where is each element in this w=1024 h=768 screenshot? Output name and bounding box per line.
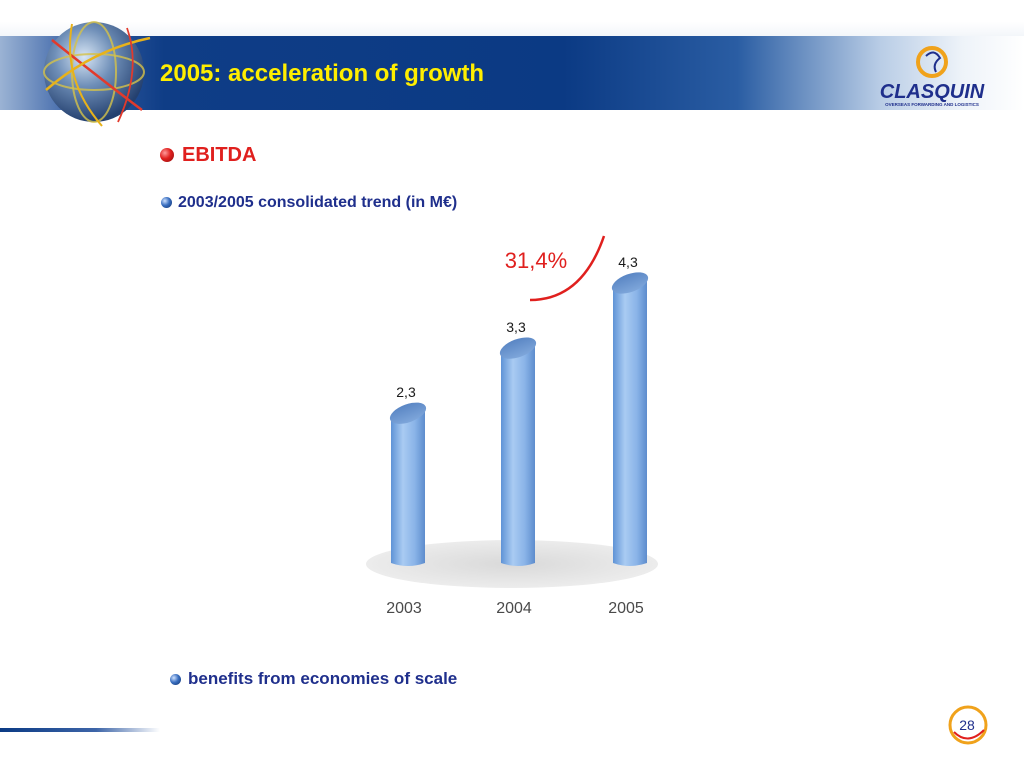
category-label-2003: 2003 — [386, 600, 422, 617]
data-label-2003: 2,3 — [396, 384, 416, 400]
slide-title: 2005: acceleration of growth — [160, 60, 485, 87]
bar-2003 — [391, 407, 425, 566]
heading-bullet — [160, 148, 174, 162]
category-label-2005: 2005 — [608, 600, 644, 617]
svg-text:OVERSEAS FORWARDING AND LOGIST: OVERSEAS FORWARDING AND LOGISTICS — [885, 102, 979, 107]
growth-arrow — [529, 235, 606, 302]
header-top-fade — [0, 0, 1024, 36]
bar-cap-2005 — [611, 272, 649, 294]
section-heading: EBITDA — [182, 144, 257, 166]
data-label-2005: 4,3 — [618, 254, 638, 270]
category-label-2004: 2004 — [496, 600, 532, 617]
footnote-text: benefits from economies of scale — [188, 669, 458, 688]
page-badge-icon — [948, 705, 988, 745]
page-number: 28 — [959, 717, 975, 733]
chart-subtitle: 2003/2005 consolidated trend (in M€) — [178, 194, 458, 211]
bottom-rule — [0, 728, 160, 732]
bar-cap-2004 — [499, 337, 537, 359]
header-band — [0, 36, 1024, 110]
subtitle-bullet — [161, 197, 172, 208]
bar-cap-2003 — [389, 402, 427, 424]
footnote-bullet — [170, 674, 181, 685]
svg-text:CLASQUIN: CLASQUIN — [880, 81, 985, 103]
bar-2004 — [501, 342, 535, 566]
clasquin-logo: CLASQUIN OVERSEAS FORWARDING AND LOGISTI… — [880, 46, 985, 107]
bar-2005 — [613, 277, 647, 566]
data-label-2004: 3,3 — [506, 319, 526, 335]
growth-annotation: 31,4% — [505, 248, 567, 273]
globe-icon — [43, 21, 151, 127]
